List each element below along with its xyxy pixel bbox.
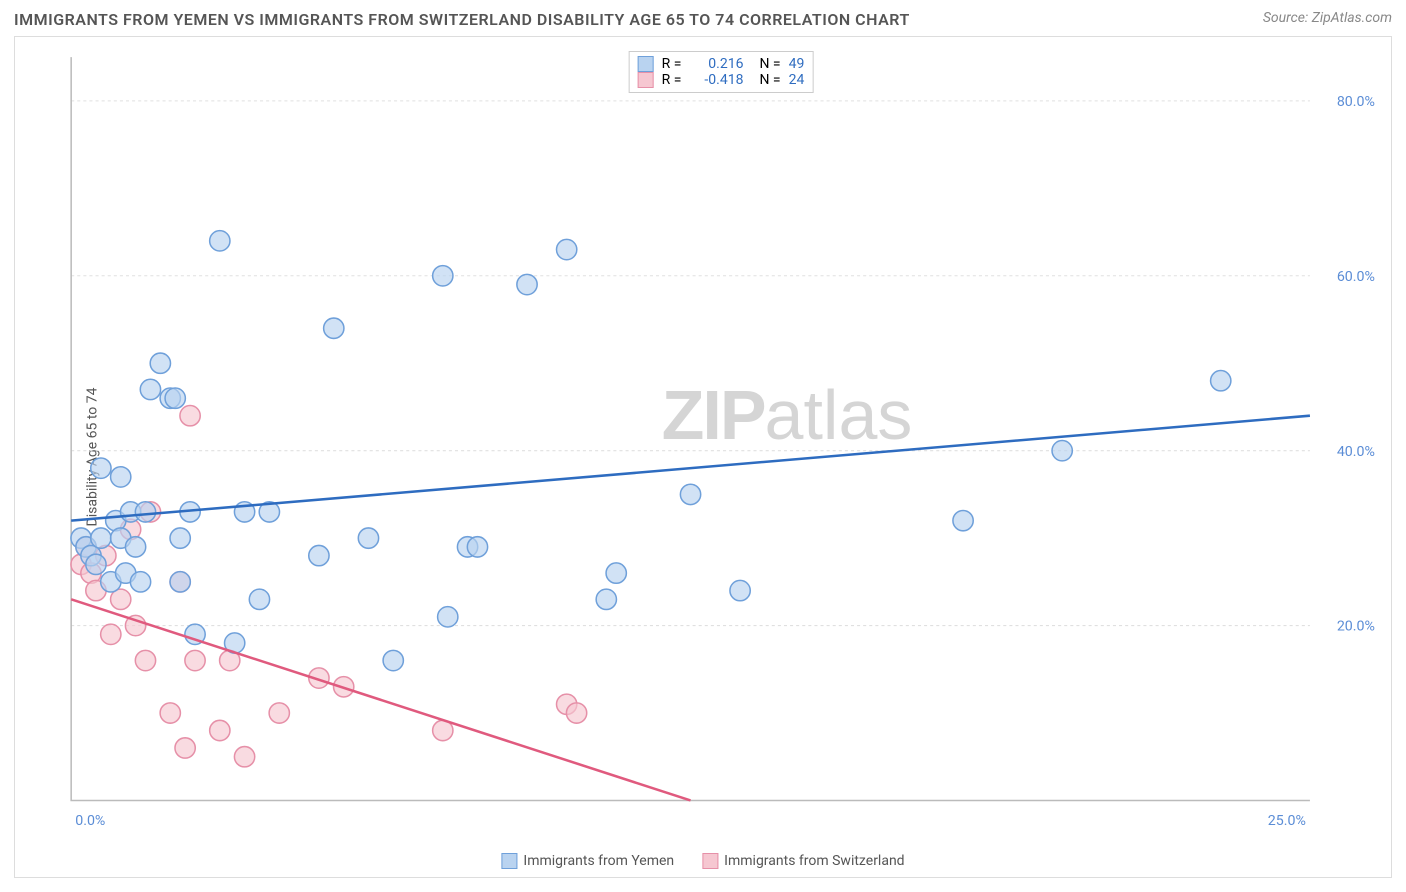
stat-n-label: N = xyxy=(759,56,780,72)
scatter-svg: 20.0% 40.0% 60.0% 80.0% 0.0% 25.0% xyxy=(61,47,1381,831)
stat-n-yemen: 49 xyxy=(789,56,805,72)
plot-area: R = 0.216 N = 49 R = -0.418 N = 24 ZIPat… xyxy=(61,47,1381,831)
series-legend: Immigrants from Yemen Immigrants from Sw… xyxy=(501,853,904,869)
svg-text:60.0%: 60.0% xyxy=(1337,269,1375,285)
chart-title: IMMIGRANTS FROM YEMEN VS IMMIGRANTS FROM… xyxy=(14,10,910,30)
stats-legend: R = 0.216 N = 49 R = -0.418 N = 24 xyxy=(629,51,814,93)
stats-row-yemen: R = 0.216 N = 49 xyxy=(638,56,805,72)
svg-text:40.0%: 40.0% xyxy=(1337,444,1375,460)
svg-text:20.0%: 20.0% xyxy=(1337,619,1375,635)
stat-n-label: N = xyxy=(759,72,780,88)
svg-text:80.0%: 80.0% xyxy=(1337,94,1375,110)
legend-item-yemen: Immigrants from Yemen xyxy=(501,853,674,869)
swatch-yemen xyxy=(501,853,517,869)
swatch-yemen xyxy=(638,56,654,72)
legend-item-switzerland: Immigrants from Switzerland xyxy=(702,853,904,869)
svg-text:25.0%: 25.0% xyxy=(1268,813,1306,829)
source-label: Source: ZipAtlas.com xyxy=(1263,10,1392,30)
stats-row-switzerland: R = -0.418 N = 24 xyxy=(638,72,805,88)
legend-label-yemen: Immigrants from Yemen xyxy=(523,853,674,869)
stat-n-switz: 24 xyxy=(789,72,805,88)
stat-r-switz: -0.418 xyxy=(689,72,743,88)
swatch-switzerland xyxy=(638,72,654,88)
svg-text:0.0%: 0.0% xyxy=(75,813,105,829)
stat-r-label: R = xyxy=(662,56,682,72)
stat-r-yemen: 0.216 xyxy=(689,56,743,72)
stat-r-label: R = xyxy=(662,72,682,88)
legend-label-switzerland: Immigrants from Switzerland xyxy=(724,853,904,869)
chart-container: Disability Age 65 to 74 R = 0.216 N = 49… xyxy=(14,36,1392,878)
swatch-switzerland xyxy=(702,853,718,869)
